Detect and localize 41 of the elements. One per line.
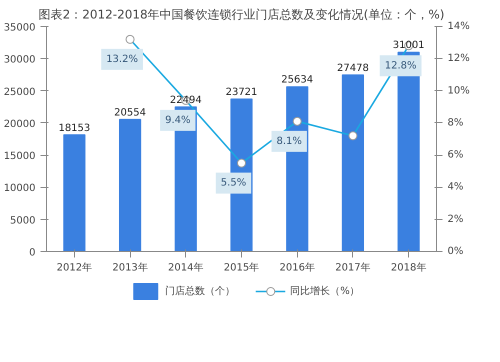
legend-label: 门店总数（个）	[165, 284, 236, 298]
x-tick-label: 2013年	[112, 262, 148, 274]
x-tick-label: 2018年	[390, 262, 426, 274]
data-label: 12.8%	[384, 60, 417, 72]
y-tick-label: 35000	[4, 22, 36, 34]
data-label: 23721	[226, 87, 258, 98]
y-tick-label: 20000	[4, 118, 36, 130]
y-tick-label: 10000	[4, 183, 36, 194]
y2-tick-label: 8%	[448, 117, 464, 128]
data-label: 8.1%	[276, 136, 302, 147]
x-tick-label: 2015年	[224, 262, 260, 274]
data-label: 9.4%	[165, 114, 190, 126]
data-label: 18153	[58, 122, 90, 134]
y2-tick-label: 14%	[448, 21, 470, 32]
x-tick-label: 2016年	[279, 262, 315, 274]
data-label: 31001	[392, 40, 425, 52]
y-tick-label: 30000	[4, 54, 36, 66]
x-tick-label: 2017年	[335, 262, 371, 274]
bar	[63, 134, 86, 252]
data-label: 27478	[337, 62, 369, 74]
y-tick-label: 15000	[4, 151, 36, 162]
x-tick-label: 2012年	[56, 262, 92, 274]
bar	[342, 74, 364, 252]
data-label: 25634	[281, 74, 314, 86]
data-label: 20554	[114, 107, 146, 118]
y2-tick-label: 6%	[448, 150, 464, 161]
legend-label: 同比增长（%）	[290, 284, 360, 298]
y2-tick-label: 12%	[448, 53, 470, 64]
chart-title: 图表2：2012-2018年中国餐饮连锁行业门店总数及变化情况(单位：个，%)	[38, 8, 444, 22]
y2-tick-label: 4%	[448, 182, 464, 193]
bar	[118, 118, 142, 252]
y-tick-label: 5000	[10, 215, 36, 226]
x-tick-label: 2014年	[168, 262, 204, 274]
data-label: 13.2%	[106, 54, 138, 65]
data-label: 5.5%	[220, 178, 246, 189]
y2-tick-label: 0%	[448, 246, 464, 257]
y2-tick-label: 2%	[448, 214, 464, 225]
y-tick-label: 0	[29, 248, 36, 258]
data-label: 22494	[170, 94, 202, 106]
y2-tick-label: 10%	[448, 85, 470, 96]
y-tick-label: 25000	[4, 86, 36, 98]
